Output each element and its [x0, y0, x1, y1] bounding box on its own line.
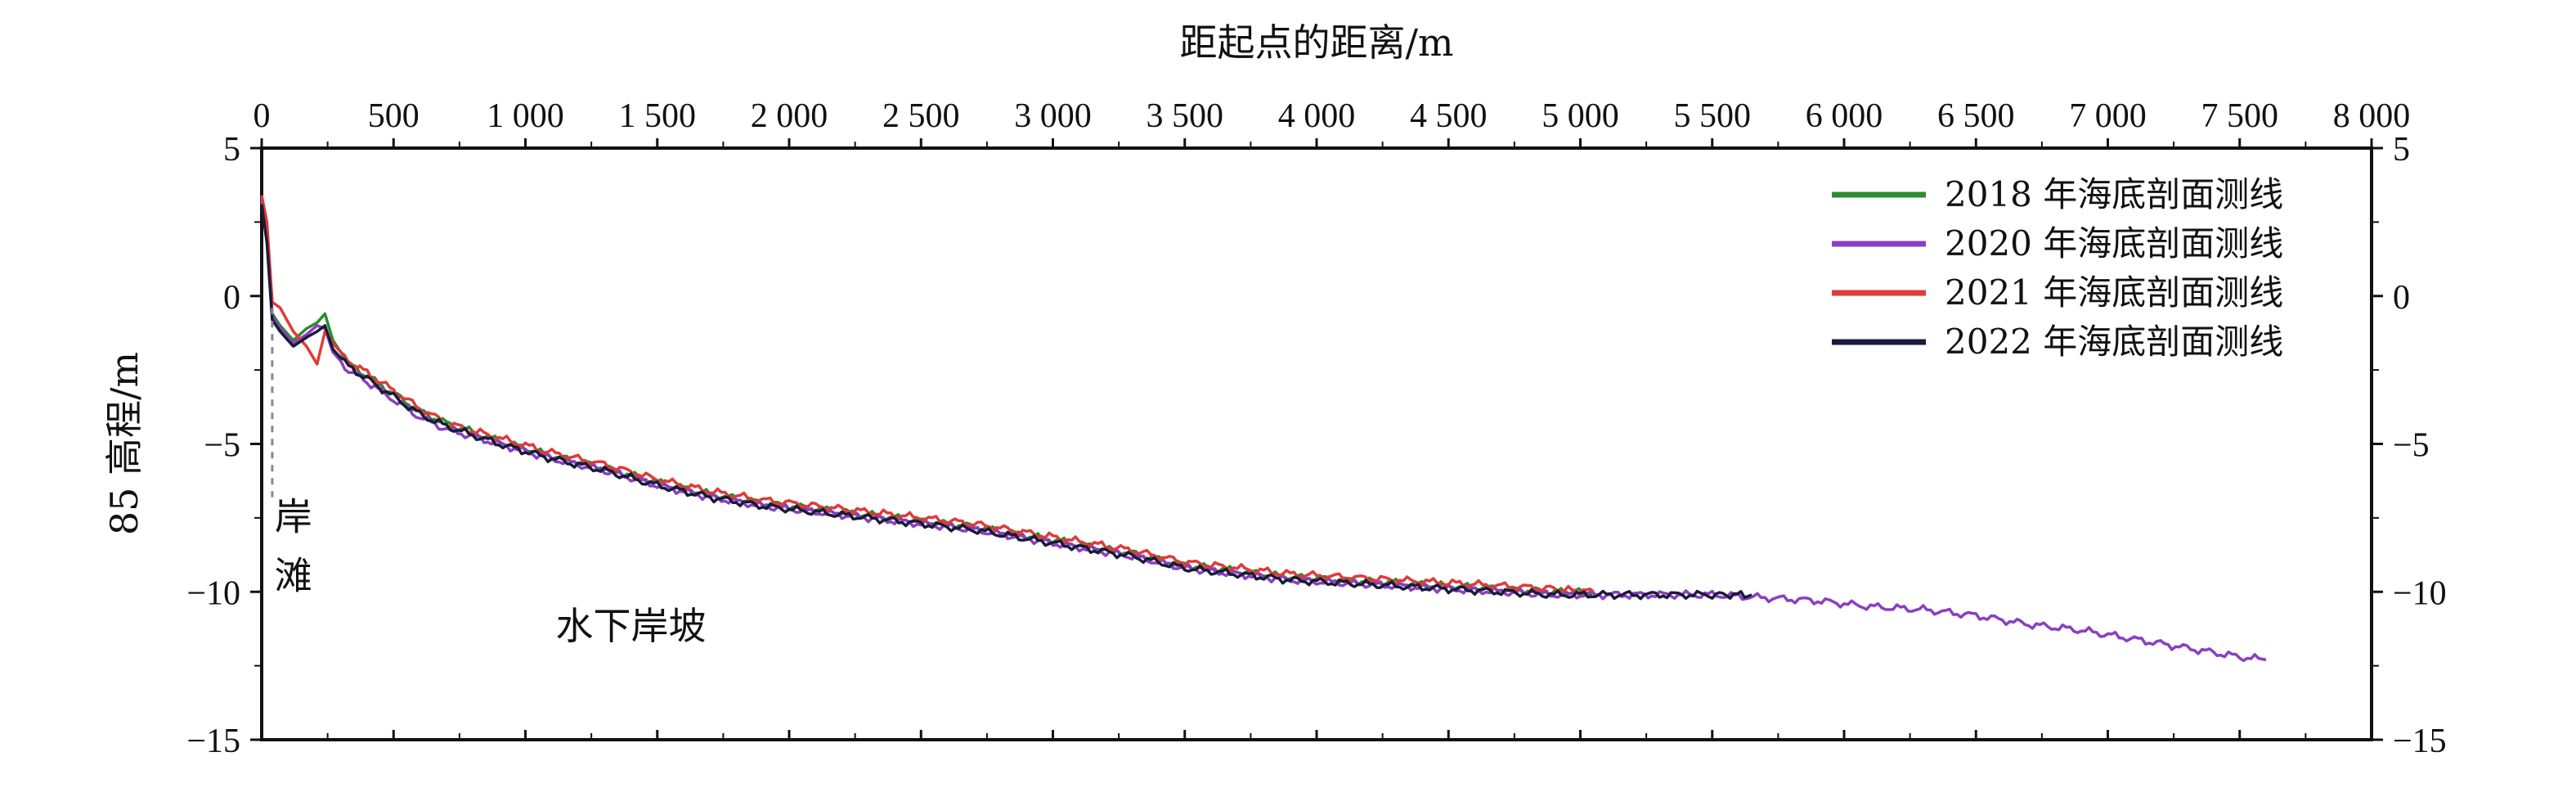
- x-tick-label: 2 000: [751, 97, 828, 135]
- y-axis-title: 85 高程/m: [102, 352, 146, 535]
- y-tick-label-right: 5: [2393, 131, 2410, 169]
- series-line: [260, 195, 1595, 597]
- x-tick-label: 6 500: [1937, 97, 2015, 135]
- x-tick-label: 7 500: [2201, 97, 2279, 135]
- series-lines: [260, 195, 2267, 663]
- x-axis-title: 距起点的距离/m: [1179, 20, 1453, 65]
- series-line: [260, 198, 2267, 663]
- y-tick-label-right: −5: [2393, 427, 2430, 465]
- x-tick-label: 500: [368, 97, 420, 135]
- y-tick-label-left: −10: [186, 574, 240, 612]
- y-tick-label-left: 0: [223, 279, 240, 317]
- y-tick-label-left: 5: [223, 131, 240, 169]
- legend: 2018 年海底剖面测线 2020 年海底剖面测线 2021 年海底剖面测线 2022…: [1832, 174, 2283, 362]
- x-tick-label: 7 000: [2069, 97, 2147, 135]
- x-tick-label: 3 500: [1147, 97, 1224, 135]
- series-line: [260, 200, 1595, 597]
- x-axis-ticks: 0 500 1 000 1 500 2 000 2 500 3 000 3 500 4 000 4…: [254, 97, 2411, 740]
- legend-label: 2022 年海底剖面测线: [1945, 322, 2283, 362]
- legend-label: 2020 年海底剖面测线: [1945, 223, 2283, 263]
- x-tick-label: 4 500: [1410, 97, 1488, 135]
- y-tick-label-left: −15: [186, 723, 240, 760]
- annotation-label: 岸: [275, 494, 312, 538]
- x-tick-label: 2 500: [882, 97, 960, 135]
- y-tick-label-left: −5: [204, 427, 240, 465]
- y-tick-label-right: −15: [2393, 723, 2447, 760]
- x-tick-label: 5 500: [1674, 97, 1752, 135]
- legend-label: 2021 年海底剖面测线: [1945, 272, 2283, 313]
- y-tick-label-right: −10: [2393, 574, 2447, 612]
- x-tick-label: 1 000: [487, 97, 564, 135]
- annotation-label: 水下岸坡: [556, 604, 707, 648]
- x-tick-label: 4 000: [1278, 97, 1356, 135]
- legend-label: 2018 年海底剖面测线: [1945, 174, 2283, 214]
- y-tick-label-right: 0: [2393, 279, 2410, 317]
- x-tick-label: 0: [254, 97, 271, 135]
- x-tick-label: 1 500: [619, 97, 697, 135]
- x-tick-label: 8 000: [2333, 97, 2411, 135]
- x-tick-label: 6 000: [1806, 97, 1883, 135]
- x-tick-label: 3 000: [1014, 97, 1092, 135]
- annotation-label: 滩: [275, 554, 312, 598]
- series-line: [260, 204, 1752, 601]
- y-axis-ticks: 5 5 0 0 −5 −5 −10 −10 −15 −15: [186, 131, 2446, 760]
- x-tick-label: 5 000: [1542, 97, 1619, 135]
